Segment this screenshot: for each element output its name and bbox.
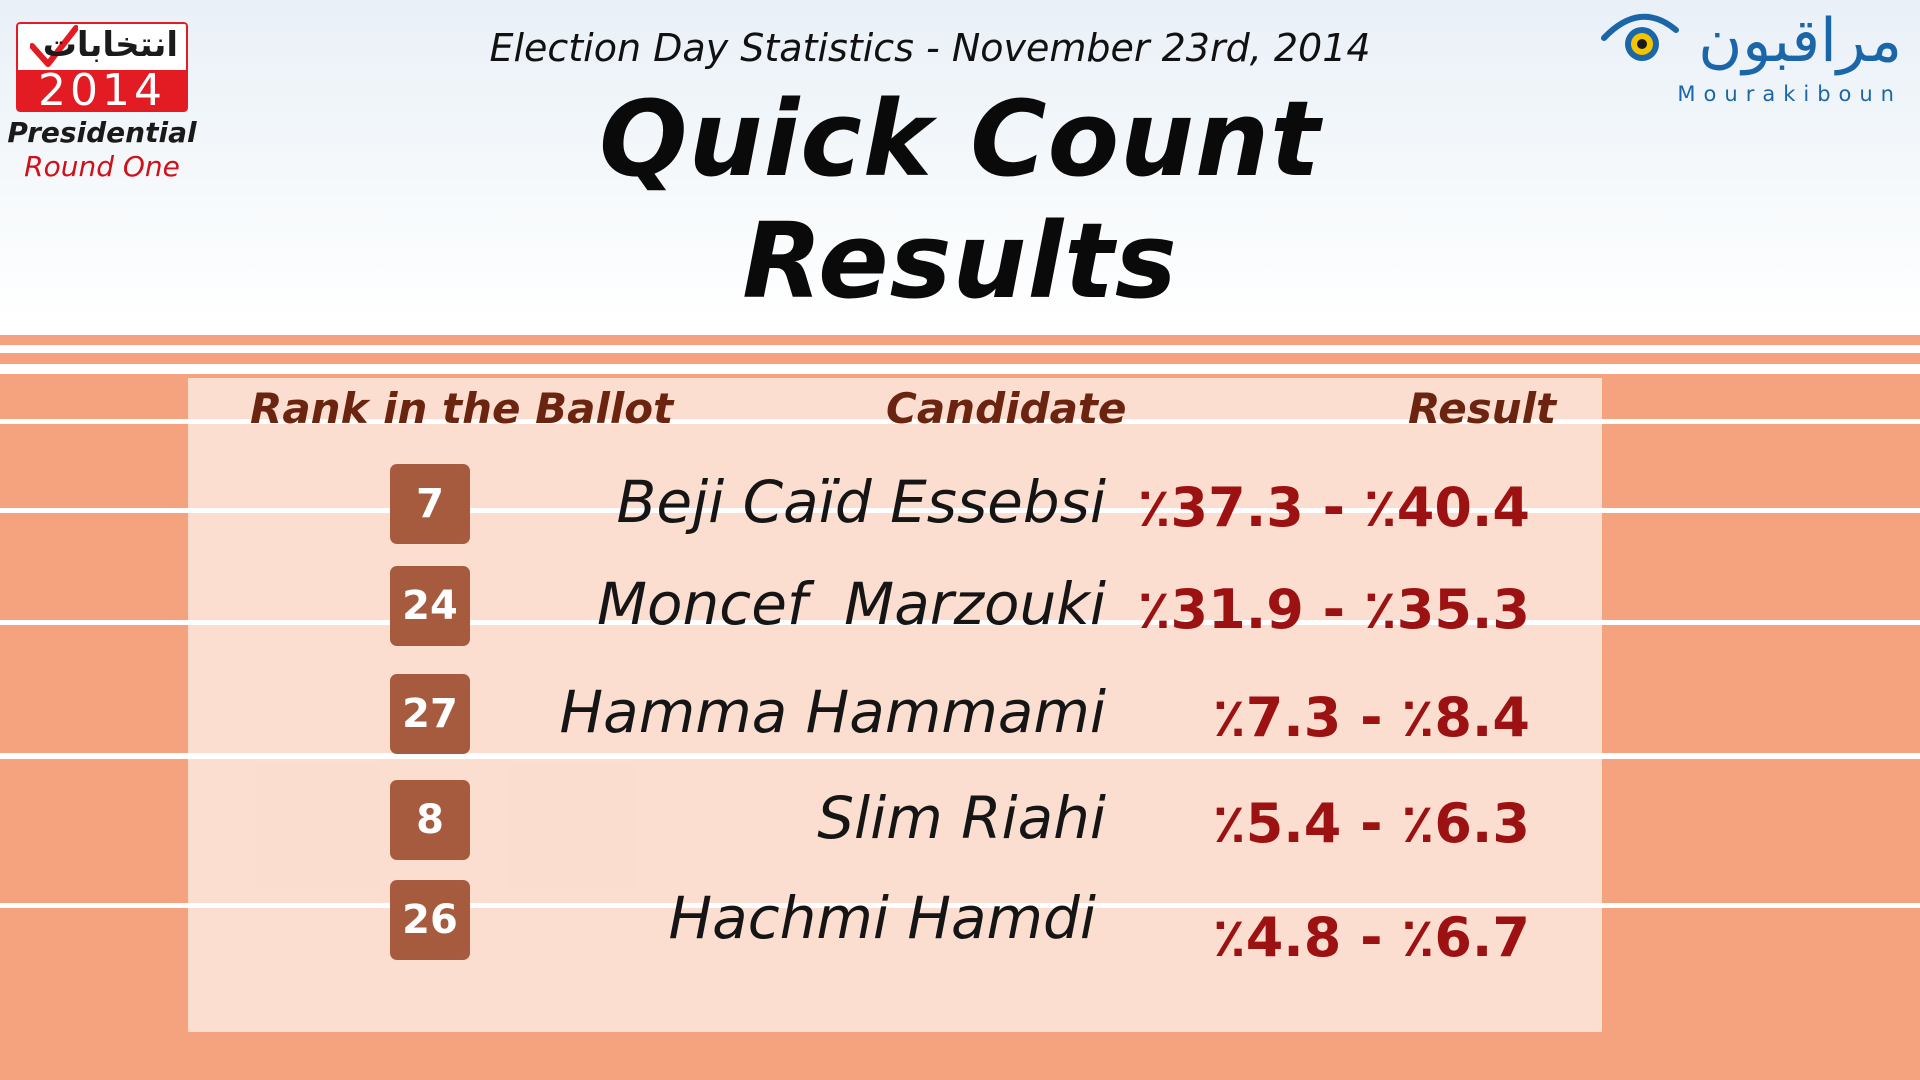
result-range: ٪7.3 - ٪8.4 — [1212, 686, 1530, 749]
candidate-name: Hachmi Hamdi — [668, 884, 1096, 952]
election-round-label: Round One — [24, 150, 180, 183]
candidate-column-header: Candidate — [886, 384, 1127, 433]
rank-badge: 24 — [390, 566, 470, 646]
rank-badge: 26 — [390, 880, 470, 960]
result-range: ٪31.9 - ٪35.3 — [1137, 578, 1530, 641]
rank-badge: 27 — [390, 674, 470, 754]
result-column-header: Result — [1408, 384, 1557, 433]
table-row: 8 Slim Riahi ٪5.4 - ٪6.3 — [0, 780, 1920, 862]
stripe — [0, 322, 1920, 335]
header-background — [0, 0, 1920, 322]
stripe — [0, 419, 1920, 424]
election-logo-year: 2014 — [38, 65, 166, 113]
result-range: ٪4.8 - ٪6.7 — [1212, 906, 1530, 969]
election-type-label: Presidential — [7, 116, 197, 149]
brand-logo-latin: Mourakiboun — [1677, 82, 1902, 106]
candidate-name: Moncef Marzouki — [597, 570, 1106, 638]
table-row: 27 Hamma Hammami ٪7.3 - ٪8.4 — [0, 674, 1920, 756]
candidate-name: Hamma Hammami — [559, 678, 1106, 746]
rank-badge: 7 — [390, 464, 470, 544]
table-row: 24 Moncef Marzouki ٪31.9 - ٪35.3 — [0, 566, 1920, 648]
result-range: ٪5.4 - ٪6.3 — [1212, 792, 1530, 855]
rank-column-header: Rank in the Ballot — [250, 384, 674, 433]
stripe — [0, 508, 1920, 513]
eye-icon — [1601, 13, 1679, 61]
candidate-name: Beji Caïd Essebsi — [616, 468, 1106, 536]
election-logo-arabic: انتخابات — [42, 25, 178, 65]
stripe — [0, 364, 1920, 374]
table-row: 26 Hachmi Hamdi ٪4.8 - ٪6.7 — [0, 880, 1920, 969]
page-title: Quick Count Results — [599, 78, 1321, 322]
check-mark-icon — [30, 25, 78, 67]
rank-badge: 8 — [390, 780, 470, 860]
brand-logo-arabic: مراقبون — [1698, 6, 1902, 76]
election-logo-bottom — [16, 70, 188, 112]
candidate-name: Slim Riahi — [817, 784, 1106, 852]
stripe — [0, 345, 1920, 353]
stripe — [0, 753, 1920, 759]
result-range: ٪37.3 - ٪40.4 — [1137, 476, 1530, 539]
stripe — [0, 620, 1920, 625]
table-row: 7 Beji Caïd Essebsi ٪37.3 - ٪40.4 — [0, 464, 1920, 546]
election-logo: انتخابات 2014 — [16, 22, 188, 112]
stripe — [0, 903, 1920, 908]
page-subtitle: Election Day Statistics - November 23rd,… — [489, 26, 1371, 70]
